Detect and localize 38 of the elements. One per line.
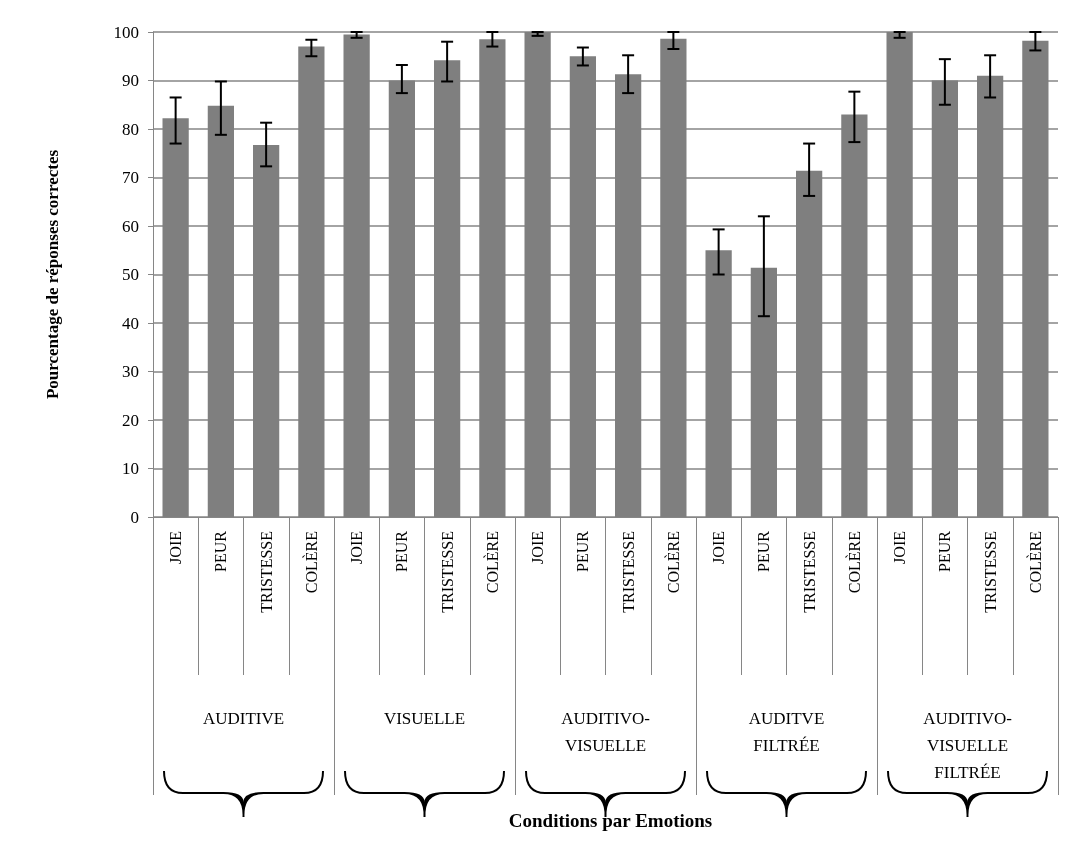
y-tick-label: 80 <box>122 119 139 139</box>
x-tick-label: JOIE <box>348 531 366 564</box>
text: Conditions par Emotions <box>508 810 713 831</box>
text: AUDITIVO- VISUELLE <box>561 709 651 755</box>
x-tick-label: PEUR <box>755 530 773 572</box>
text: AUDITVE FILTRÉE <box>748 709 825 755</box>
y-tick-label: 10 <box>122 459 139 478</box>
y-tick-label: 100 <box>113 22 139 42</box>
x-tick-label: COLÈRE <box>482 531 501 594</box>
y-tick-label: 90 <box>122 71 139 90</box>
x-tick-label: JOIE <box>529 531 547 564</box>
x-tick-label: JOIE <box>891 531 909 564</box>
x-tick-label: TRISTESSE <box>800 531 818 613</box>
y-axis-title: Pourcentage de réponses correctes <box>43 149 62 400</box>
x-tick-label: TRISTESSE <box>438 531 456 613</box>
x-tick-label: PEUR <box>574 530 592 572</box>
x-tick-label: COLÈRE <box>663 531 682 594</box>
x-tick-label: PEUR <box>212 530 230 572</box>
y-tick-label: 0 <box>130 507 139 527</box>
x-tick-label: TRISTESSE <box>257 531 275 613</box>
x-tick-label: PEUR <box>393 530 411 572</box>
y-tick-label: 50 <box>122 265 139 284</box>
y-tick-label: 40 <box>122 313 139 333</box>
x-tick-label: COLÈRE <box>301 531 320 594</box>
x-tick-label: COLÈRE <box>1025 531 1044 594</box>
x-tick-label: PEUR <box>936 530 954 572</box>
text: AUDITIVO- VISUELLE FILTRÉE <box>923 709 1013 782</box>
x-tick-label: TRISTESSE <box>981 531 999 613</box>
y-tick-label: 20 <box>122 410 139 430</box>
x-tick-label: JOIE <box>167 531 185 564</box>
y-tick-label: 60 <box>122 216 139 236</box>
x-tick-label: JOIE <box>710 531 728 564</box>
y-tick-label: 30 <box>122 362 139 381</box>
x-tick-label: TRISTESSE <box>619 531 637 613</box>
text: AUDITIVE <box>202 709 285 728</box>
text: VISUELLE <box>383 709 466 728</box>
y-tick-label: 70 <box>122 168 139 187</box>
x-tick-label: COLÈRE <box>844 531 863 594</box>
